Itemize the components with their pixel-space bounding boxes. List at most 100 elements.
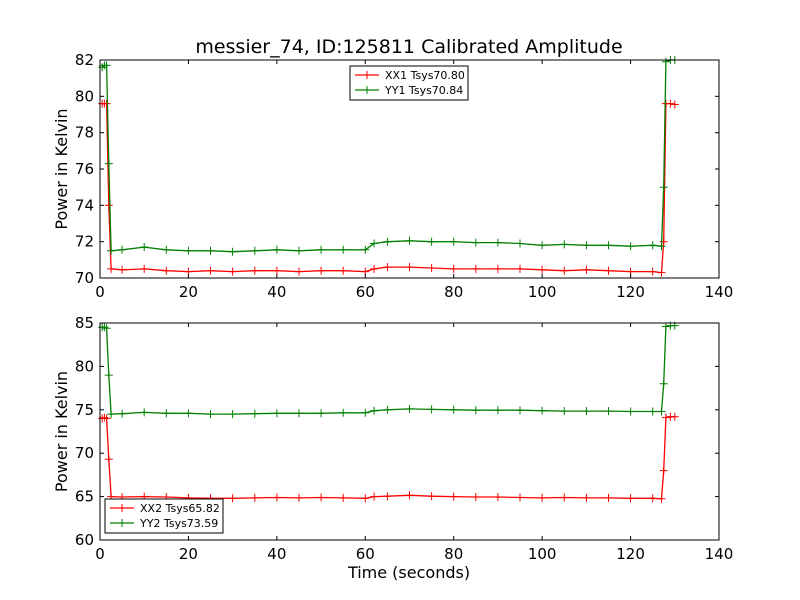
y-tick-label: 74 bbox=[75, 196, 94, 214]
data-point bbox=[104, 159, 113, 168]
x-tick-label: 40 bbox=[267, 545, 286, 563]
data-point bbox=[162, 409, 171, 418]
data-point bbox=[405, 404, 414, 413]
y-tick-label: 80 bbox=[75, 87, 94, 105]
data-point bbox=[102, 414, 111, 423]
data-point bbox=[538, 265, 547, 274]
data-point bbox=[661, 322, 670, 331]
y-tick-label: 75 bbox=[75, 401, 94, 419]
data-point bbox=[339, 245, 348, 254]
legend-marker bbox=[118, 519, 126, 527]
legend-marker bbox=[118, 504, 126, 512]
data-point bbox=[604, 407, 613, 416]
x-tick-label: 80 bbox=[444, 545, 463, 563]
data-point bbox=[582, 407, 591, 416]
series-1-1 bbox=[98, 99, 679, 277]
data-point bbox=[471, 238, 480, 247]
data-point bbox=[228, 247, 237, 256]
data-point bbox=[661, 57, 670, 66]
data-point bbox=[657, 242, 666, 251]
data-point bbox=[272, 245, 281, 254]
data-point bbox=[370, 264, 379, 273]
y-tick-label: 65 bbox=[75, 488, 94, 506]
data-point bbox=[427, 405, 436, 414]
data-point bbox=[657, 494, 666, 503]
data-point bbox=[661, 413, 670, 422]
x-tick-label: 40 bbox=[267, 283, 286, 301]
data-point bbox=[107, 410, 116, 419]
x-tick-label: 80 bbox=[444, 283, 463, 301]
data-point bbox=[361, 245, 370, 254]
data-point bbox=[118, 409, 127, 418]
y-tick-label: 60 bbox=[75, 531, 94, 549]
data-point bbox=[405, 236, 414, 245]
data-point bbox=[670, 412, 679, 421]
data-point bbox=[383, 405, 392, 414]
data-point bbox=[104, 371, 113, 380]
legend-marker bbox=[363, 86, 371, 94]
data-point bbox=[339, 408, 348, 417]
data-point bbox=[107, 264, 116, 273]
data-point bbox=[449, 492, 458, 501]
data-point bbox=[339, 493, 348, 502]
data-point bbox=[471, 406, 480, 415]
data-point bbox=[272, 409, 281, 418]
data-point bbox=[361, 408, 370, 417]
data-point bbox=[317, 245, 326, 254]
x-tick-label: 0 bbox=[95, 545, 105, 563]
data-point bbox=[449, 237, 458, 246]
axes-frame bbox=[99, 322, 720, 541]
y-axis-label: Power in Kelvin bbox=[52, 371, 71, 492]
data-point bbox=[383, 263, 392, 272]
legend-frame bbox=[349, 65, 469, 101]
data-point bbox=[560, 266, 569, 275]
data-point bbox=[295, 493, 303, 502]
plot-panels: 0 20 40 60 80 100 120 140 70 72 74 76 78 80 82 Power in… bbox=[52, 51, 733, 563]
data-point bbox=[516, 406, 524, 415]
data-point bbox=[516, 264, 524, 273]
data-point bbox=[317, 409, 326, 418]
y-tick-label: 72 bbox=[75, 233, 94, 251]
data-point bbox=[538, 493, 547, 502]
data-point bbox=[118, 245, 127, 254]
data-point bbox=[659, 183, 668, 192]
x-tick-label: 20 bbox=[179, 283, 198, 301]
data-point bbox=[228, 494, 237, 503]
data-point bbox=[361, 494, 370, 503]
data-point bbox=[383, 492, 392, 501]
data-point bbox=[206, 266, 215, 275]
data-point bbox=[516, 239, 524, 248]
data-point bbox=[648, 494, 657, 503]
data-point bbox=[449, 405, 458, 414]
data-point bbox=[493, 238, 502, 247]
y-tick-label: 80 bbox=[75, 357, 94, 375]
x-tick-label: 140 bbox=[705, 545, 734, 563]
data-point bbox=[104, 455, 113, 464]
x-axis-label: Time (seconds) bbox=[347, 563, 470, 582]
x-tick-label: 100 bbox=[528, 545, 557, 563]
x-tick-label: 60 bbox=[356, 283, 375, 301]
legend-marker bbox=[363, 71, 371, 79]
data-point bbox=[471, 493, 480, 501]
y-tick-label: 70 bbox=[75, 269, 94, 287]
data-point bbox=[140, 243, 149, 252]
data-point bbox=[118, 265, 127, 274]
data-point bbox=[250, 493, 259, 502]
data-point bbox=[626, 407, 635, 416]
data-point bbox=[104, 201, 113, 210]
legend-entry: XX1 Tsys70.80 bbox=[385, 69, 465, 82]
data-point bbox=[370, 406, 379, 415]
data-point bbox=[582, 241, 591, 250]
data-point bbox=[449, 264, 458, 273]
data-point bbox=[604, 266, 613, 275]
data-point bbox=[228, 410, 237, 419]
data-point bbox=[427, 264, 436, 272]
data-point bbox=[659, 379, 668, 388]
data-point bbox=[140, 264, 149, 273]
data-point bbox=[370, 239, 379, 248]
data-point bbox=[317, 266, 326, 275]
data-point bbox=[560, 240, 569, 249]
data-point bbox=[657, 407, 666, 416]
data-point bbox=[102, 99, 111, 108]
y-tick-label: 70 bbox=[75, 444, 94, 462]
